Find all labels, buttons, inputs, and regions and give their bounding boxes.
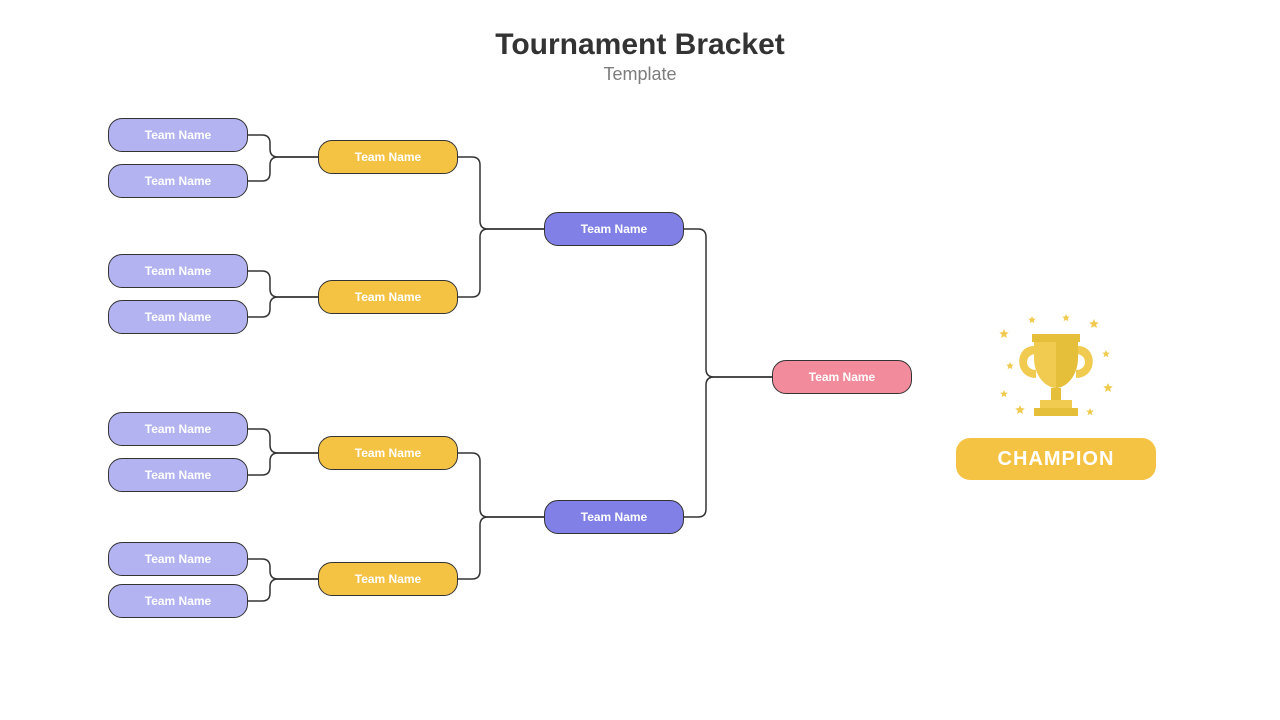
page-title: Tournament Bracket [0, 28, 1280, 62]
r1-team-0: Team Name [108, 118, 248, 152]
r1-team-6: Team Name [108, 542, 248, 576]
r2-team-3: Team Name [318, 562, 458, 596]
r1-team-1: Team Name [108, 164, 248, 198]
r1-team-4: Team Name [108, 412, 248, 446]
champion-label: CHAMPION [956, 438, 1156, 480]
r2-team-0: Team Name [318, 140, 458, 174]
bracket-stage: { "title": "Tournament Bracket", "subtit… [0, 0, 1280, 720]
r1-team-7: Team Name [108, 584, 248, 618]
final-team: Team Name [772, 360, 912, 394]
r1-team-2: Team Name [108, 254, 248, 288]
page-subtitle: Template [0, 64, 1280, 85]
r2-team-2: Team Name [318, 436, 458, 470]
r3-team-0: Team Name [544, 212, 684, 246]
trophy-icon [996, 310, 1116, 430]
r3-team-1: Team Name [544, 500, 684, 534]
r1-team-3: Team Name [108, 300, 248, 334]
r2-team-1: Team Name [318, 280, 458, 314]
r1-team-5: Team Name [108, 458, 248, 492]
